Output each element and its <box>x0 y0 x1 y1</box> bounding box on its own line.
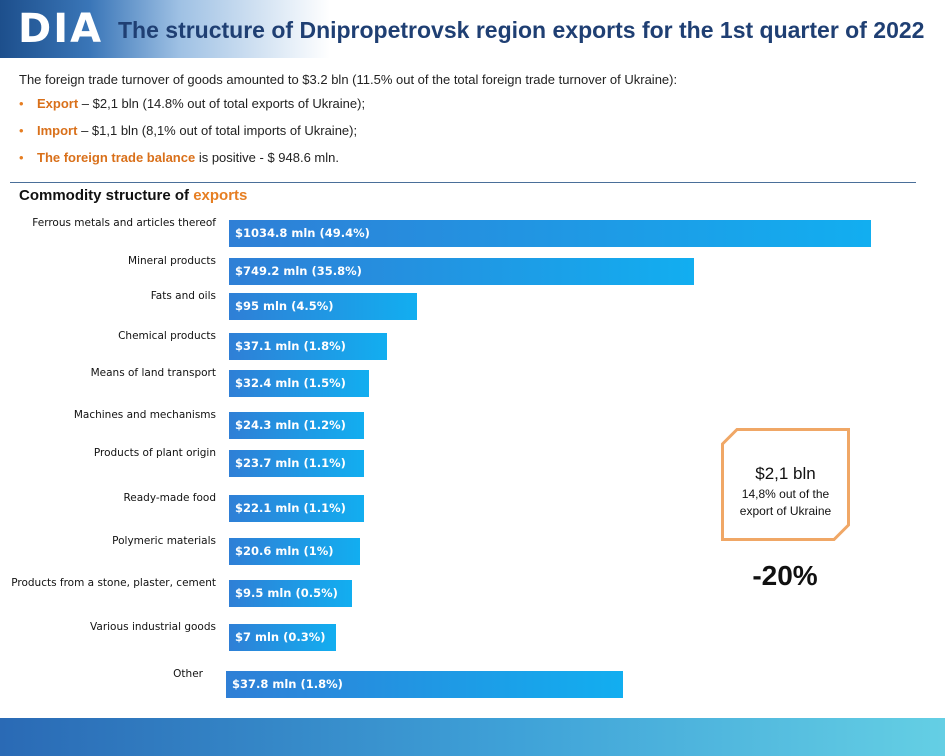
chart-title-accent: exports <box>193 187 248 204</box>
callout-note: 14,8% out of the export of Ukraine <box>739 487 832 518</box>
bullet-icon: • <box>19 150 24 165</box>
bar-data-label: $37.8 mln (1.8%) <box>232 677 343 691</box>
summary-bullet-export: • Export – $2,1 bln (14.8% out of total e… <box>19 97 365 124</box>
export-change: -20% <box>752 560 818 591</box>
footer-banner <box>0 718 945 756</box>
bar-category-label: Chemical products <box>118 330 216 342</box>
summary-bullets: • Export – $2,1 bln (14.8% out of total e… <box>19 97 365 178</box>
bar-category-label: Various industrial goods <box>90 621 216 633</box>
bar <box>229 538 360 565</box>
section-divider <box>10 182 916 183</box>
bar-data-label: $37.1 mln (1.8%) <box>235 339 346 353</box>
export-callout: $2,1 bln 14,8% out of the export of Ukra… <box>721 428 850 541</box>
bar <box>229 580 352 607</box>
bar-category-label: Polymeric materials <box>112 535 216 547</box>
summary-bullet-import: • Import – $1,1 bln (8,1% out of total im… <box>19 124 365 151</box>
chart-title: Commodity structure of exports <box>19 187 247 204</box>
bar <box>229 293 417 320</box>
bar-data-label: $23.7 mln (1.1%) <box>235 456 346 470</box>
bar-data-label: $95 mln (4.5%) <box>235 299 334 313</box>
bar <box>229 450 364 477</box>
summary-bullet-balance: • The foreign trade balance is positive -… <box>19 151 365 178</box>
bar-category-label: Machines and mechanisms <box>73 409 216 421</box>
bullet-text: – $2,1 bln (14.8% out of total exports o… <box>78 96 366 111</box>
bar-category-label: Products of plant origin <box>93 447 216 459</box>
page-title: The structure of Dnipropetrovsk region e… <box>118 17 925 43</box>
bar-category-label: Mineral products <box>128 255 216 267</box>
bar-category-label: Other <box>173 668 203 680</box>
bar-category-label: Means of land transport <box>90 367 216 379</box>
callout-frame <box>721 428 850 541</box>
bar-category-label: Fats and oils <box>150 290 216 302</box>
bar <box>229 258 694 285</box>
bar-data-label: $22.1 mln (1.1%) <box>235 501 346 515</box>
dia-logo: DIA <box>18 6 104 52</box>
exports-bar-chart: Ferrous metals and articles thereof $1034… <box>0 212 945 712</box>
bullet-text: is positive - $ 948.6 mln. <box>195 150 339 165</box>
bar-data-label: $1034.8 mln (49.4%) <box>235 226 370 240</box>
bar-data-label: $7 mln (0.3%) <box>235 630 326 644</box>
bullet-key: The foreign trade balance <box>37 150 196 165</box>
bar <box>229 624 336 651</box>
bar-category-label: Products from a stone, plaster, cement <box>11 577 216 589</box>
bar <box>229 412 364 439</box>
bar-category-label: Ready-made food <box>123 492 216 504</box>
bullet-key: Import <box>37 123 78 138</box>
bullet-key: Export <box>37 96 79 111</box>
bar <box>229 333 387 360</box>
header-banner: DIA The structure of Dnipropetrovsk regi… <box>0 0 945 58</box>
bar <box>226 671 623 698</box>
summary-intro: The foreign trade turnover of goods amou… <box>19 72 678 87</box>
chart-title-plain: Commodity structure of <box>19 187 194 204</box>
bar-data-label: $749.2 mln (35.8%) <box>235 264 362 278</box>
bar-category-label: Ferrous metals and articles thereof <box>32 217 216 229</box>
bar <box>229 495 364 522</box>
bar <box>229 370 369 397</box>
bar-data-label: $24.3 mln (1.2%) <box>235 418 346 432</box>
bullet-icon: • <box>19 123 24 138</box>
bullet-icon: • <box>19 96 24 111</box>
bullet-text: – $1,1 bln (8,1% out of total imports of… <box>77 123 358 138</box>
bar-data-label: $32.4 mln (1.5%) <box>235 376 346 390</box>
bar <box>229 220 871 247</box>
bar-data-label: $9.5 mln (0.5%) <box>235 586 338 600</box>
callout-value: $2,1 bln <box>755 464 816 483</box>
bar-data-label: $20.6 mln (1%) <box>235 544 334 558</box>
